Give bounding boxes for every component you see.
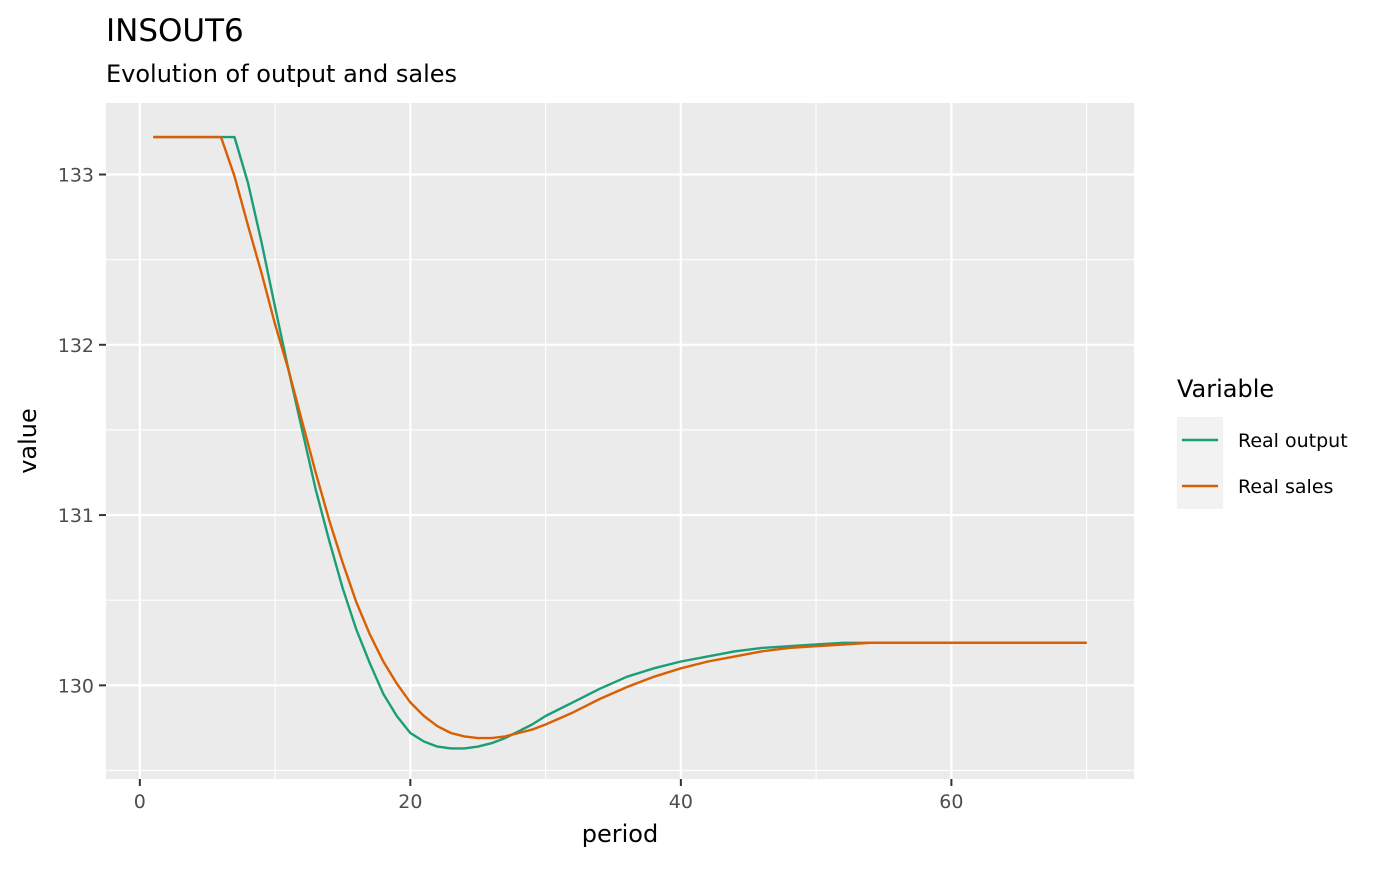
- x-tick-label: 40: [669, 791, 693, 813]
- y-tick-label: 131: [58, 505, 94, 527]
- y-tick-label: 133: [58, 165, 94, 187]
- chart-title: INSOUT6: [106, 13, 244, 49]
- x-tick-label: 60: [939, 791, 963, 813]
- x-tick-label: 0: [134, 791, 146, 813]
- minor-gridlines: [106, 103, 1134, 779]
- y-axis-title: value: [14, 408, 42, 474]
- chart-subtitle: Evolution of output and sales: [106, 60, 457, 88]
- x-axis: 0 20 40 60: [134, 779, 963, 813]
- legend: Variable Real output Real sales: [1177, 375, 1348, 509]
- y-axis: 130 131 132 133: [58, 165, 106, 697]
- y-tick-label: 130: [58, 675, 94, 697]
- y-tick-label: 132: [58, 335, 94, 357]
- x-axis-title: period: [582, 820, 658, 848]
- series-lines: [153, 135, 1087, 750]
- legend-title: Variable: [1177, 375, 1274, 403]
- plot-panel: [106, 103, 1134, 779]
- legend-label-real-sales: Real sales: [1238, 476, 1333, 498]
- x-tick-label: 20: [398, 791, 422, 813]
- series-line-real-sales: [153, 135, 1087, 740]
- legend-label-real-output: Real output: [1238, 430, 1348, 452]
- major-gridlines: [106, 103, 1134, 779]
